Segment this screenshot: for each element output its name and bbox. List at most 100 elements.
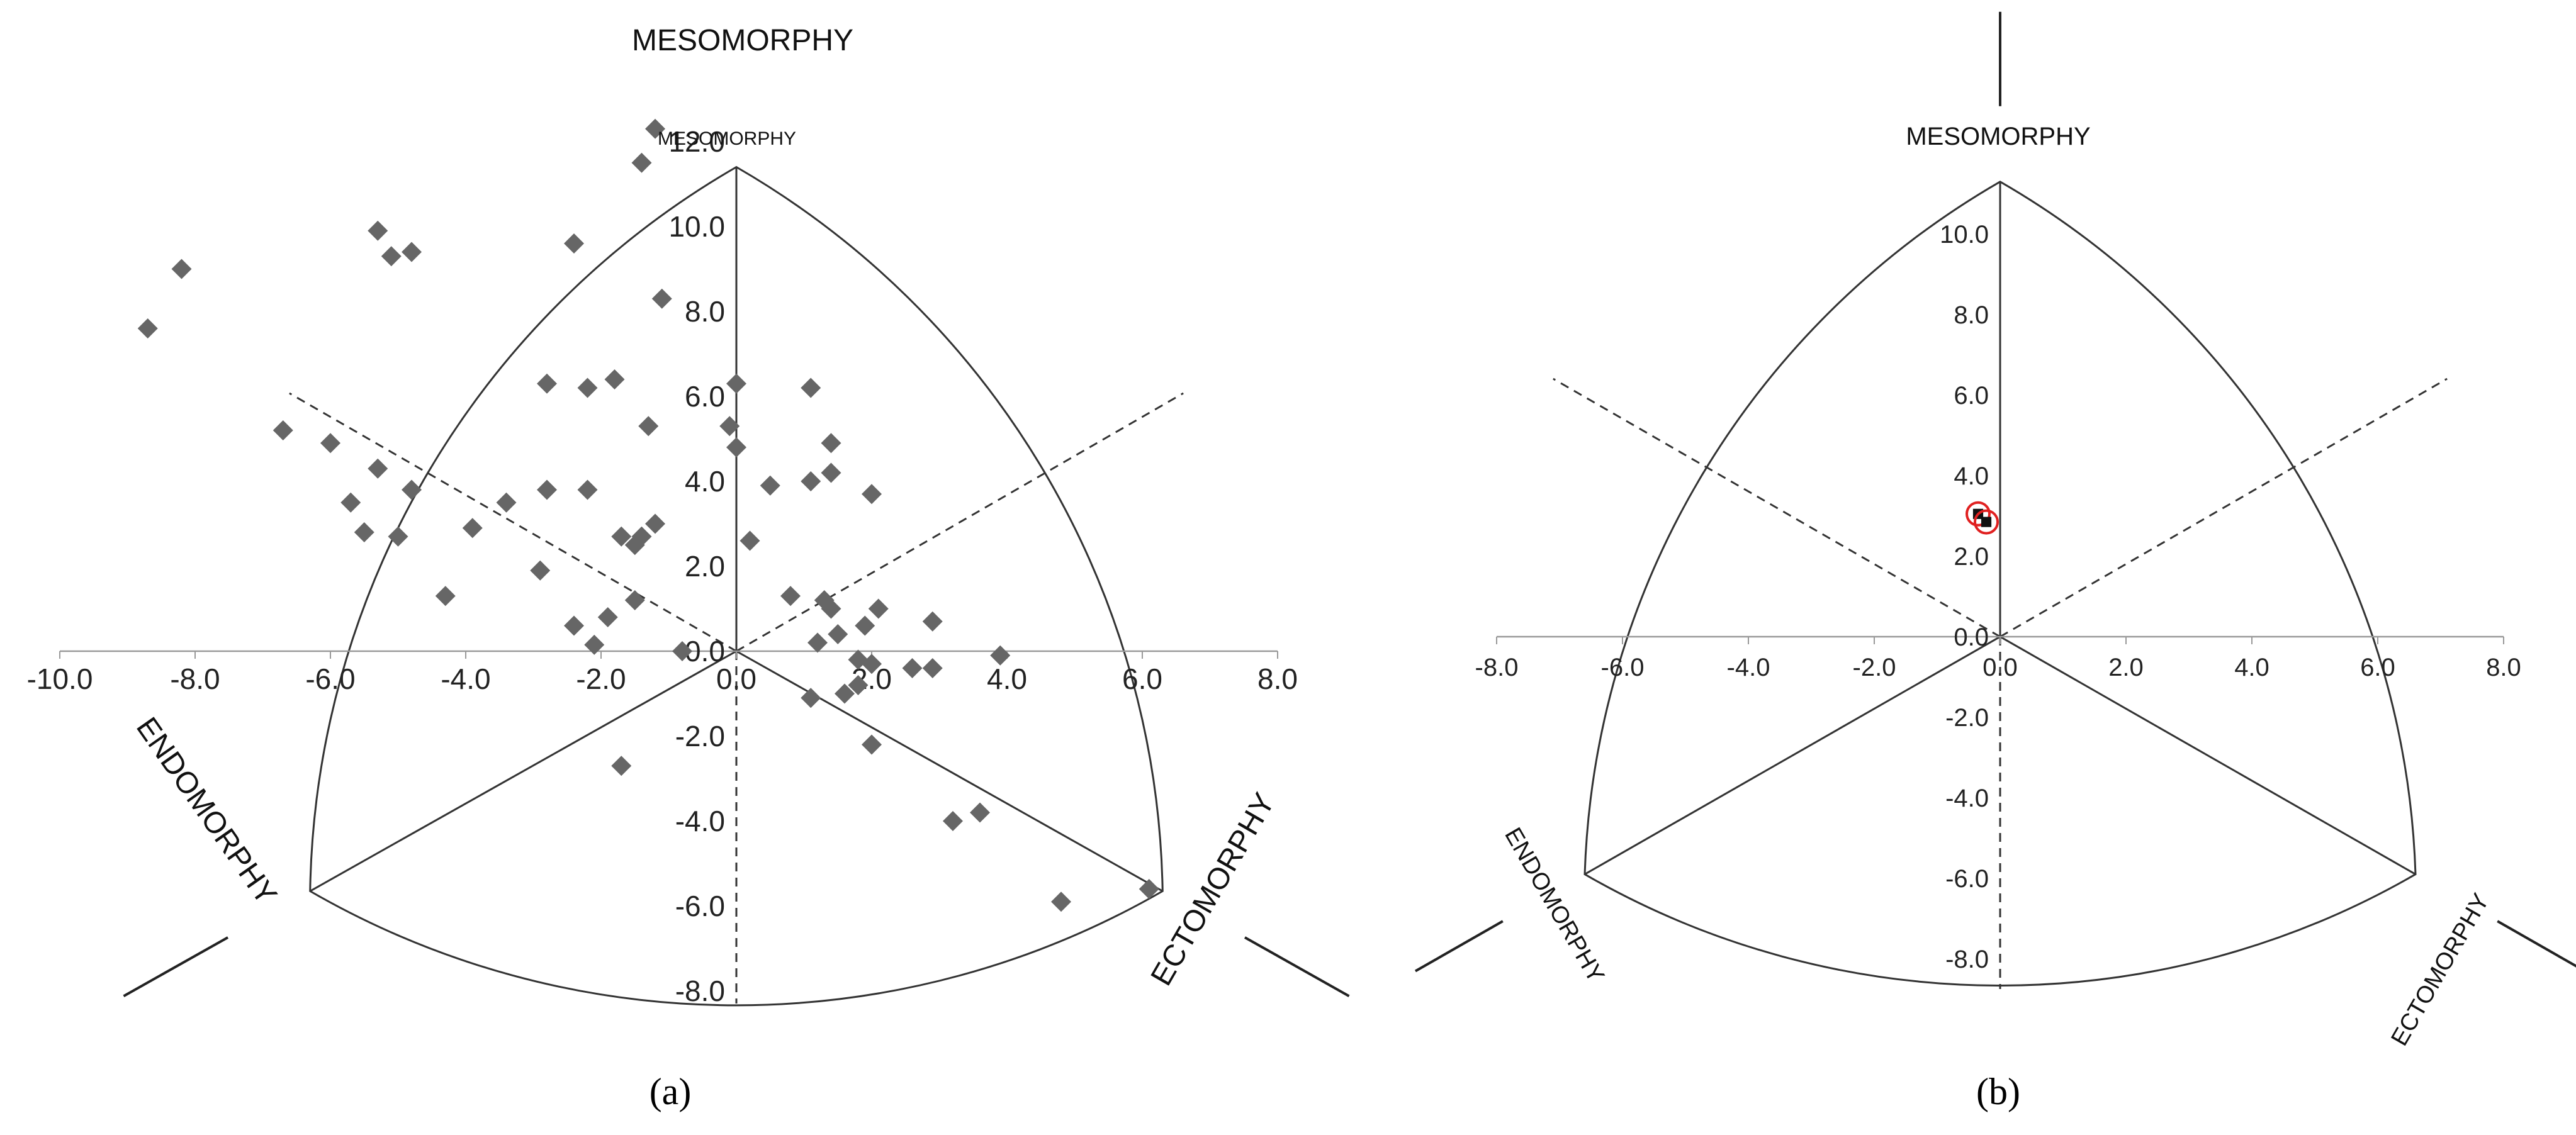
inner-label-mesomorphy-a: MESOMORPHY xyxy=(658,128,796,149)
data-point xyxy=(1051,892,1071,912)
axis-label-endomorphy-b: ENDOMORPHY xyxy=(1499,824,1609,988)
y-tick-label: -6.0 xyxy=(1945,865,1989,893)
y-tick-label: 12.0 xyxy=(668,125,725,158)
dashed-divider xyxy=(1999,377,2448,638)
ecto-extension-line xyxy=(1244,936,1350,997)
panel-caption-a: (a) xyxy=(650,1071,692,1112)
y-tick-label: 4.0 xyxy=(685,465,725,498)
y-tick-label: -6.0 xyxy=(675,890,725,922)
data-point xyxy=(597,607,618,627)
x-tick-label: -4.0 xyxy=(441,663,490,695)
data-point xyxy=(530,560,551,581)
data-point xyxy=(631,526,652,547)
data-point xyxy=(943,811,963,831)
y-tick-label: 4.0 xyxy=(1954,462,1989,490)
somatotype-axis xyxy=(1999,635,2416,875)
somatochart-b: -8.0 -6.0 -4.0 -2.0 0.0 2.0 4.0 6.0 8.0 10.0 8.0 6.… xyxy=(1414,11,2576,1112)
data-points-b xyxy=(1966,501,1999,535)
data-point xyxy=(990,645,1011,666)
somatotype-axis xyxy=(1584,635,2001,875)
data-point xyxy=(719,416,740,437)
data-point xyxy=(855,615,875,636)
data-point xyxy=(862,654,882,674)
y-tick-label: 8.0 xyxy=(685,295,725,328)
tick-labels-b: -8.0 -6.0 -4.0 -2.0 0.0 2.0 4.0 6.0 8.0 10.0 8.0 6.… xyxy=(1475,221,2521,973)
y-tick-label: 2.0 xyxy=(1954,543,1989,571)
data-point xyxy=(402,242,422,262)
data-point xyxy=(828,624,848,644)
cartesian-axes-b xyxy=(1496,635,2504,644)
data-point xyxy=(171,259,192,279)
data-point xyxy=(631,152,652,173)
data-point xyxy=(807,632,828,653)
data-point xyxy=(848,675,869,695)
axis-label-endomorphy-a: ENDOMORPHY xyxy=(130,712,283,911)
data-point xyxy=(584,634,605,655)
x-tick-label: 6.0 xyxy=(2360,654,2395,681)
data-point xyxy=(273,420,293,440)
data-point xyxy=(320,433,340,454)
y-tick-label: 8.0 xyxy=(1954,301,1989,329)
y-tick-label: -2.0 xyxy=(675,720,725,752)
data-point xyxy=(922,658,943,678)
tick-labels-a: -10.0 -8.0 -6.0 -4.0 -2.0 0.0 2.0 4.0 6.0 8.0 12.0… xyxy=(27,125,1298,1007)
data-point xyxy=(862,734,882,755)
data-point xyxy=(1966,501,1991,527)
endo-extension-line xyxy=(1414,920,1504,973)
y-tick-label: 10.0 xyxy=(1940,221,1989,249)
data-point xyxy=(354,522,374,542)
data-point xyxy=(651,288,672,309)
data-point xyxy=(564,615,584,636)
data-point xyxy=(922,611,943,632)
y-tick-label: 2.0 xyxy=(685,550,725,583)
data-point xyxy=(604,369,625,389)
data-points-a xyxy=(137,118,1159,912)
data-point xyxy=(801,377,821,398)
data-point xyxy=(740,530,760,551)
data-point xyxy=(402,479,422,500)
somatotype-axis xyxy=(310,650,737,892)
x-tick-label: 8.0 xyxy=(2486,654,2521,681)
endo-extension-line xyxy=(123,936,229,997)
somatochart-outline xyxy=(309,165,1164,1007)
data-point xyxy=(862,484,882,505)
data-point-marker xyxy=(1981,517,1992,527)
panel-caption-b: (b) xyxy=(1976,1071,2020,1112)
x-tick-label: 2.0 xyxy=(2108,654,2144,681)
y-tick-label: -2.0 xyxy=(1945,704,1989,732)
data-point xyxy=(462,518,483,539)
data-point xyxy=(381,246,402,267)
data-point xyxy=(577,377,598,398)
y-tick-label: 6.0 xyxy=(685,380,725,413)
x-tick-label: -6.0 xyxy=(305,663,355,695)
somatotype-axis xyxy=(736,650,1163,892)
y-tick-label: -8.0 xyxy=(675,975,725,1007)
x-tick-label: -8.0 xyxy=(1475,654,1519,681)
x-tick-label: 8.0 xyxy=(1257,663,1298,695)
somatochart-a: -10.0 -8.0 -6.0 -4.0 -2.0 0.0 2.0 4.0 6.0 8.0 12.0… xyxy=(27,24,1350,1112)
data-point xyxy=(611,756,632,776)
data-point xyxy=(821,433,841,454)
data-point xyxy=(821,462,841,483)
data-point xyxy=(970,802,990,823)
data-point xyxy=(137,318,158,338)
x-tick-label: -10.0 xyxy=(27,663,93,695)
data-point xyxy=(537,479,557,500)
data-point xyxy=(780,586,801,607)
somatochart-frame-a xyxy=(123,165,1350,1007)
cartesian-axes-a xyxy=(59,650,1278,659)
y-tick-label: 6.0 xyxy=(1954,382,1989,410)
ecto-extension-line xyxy=(2497,920,2576,968)
y-tick-label: 0.0 xyxy=(1954,623,1989,651)
axis-label-ectomorphy-a: ECTOMORPHY xyxy=(1145,788,1281,992)
x-tick-label: -4.0 xyxy=(1727,654,1770,681)
somatochart-outline xyxy=(1583,181,2417,987)
data-point xyxy=(645,513,665,534)
y-tick-label: -4.0 xyxy=(1945,785,1989,812)
data-point xyxy=(821,598,841,619)
data-point xyxy=(340,492,361,513)
data-point xyxy=(1974,509,1999,535)
data-point xyxy=(611,526,632,547)
y-tick-label: 10.0 xyxy=(668,210,725,243)
